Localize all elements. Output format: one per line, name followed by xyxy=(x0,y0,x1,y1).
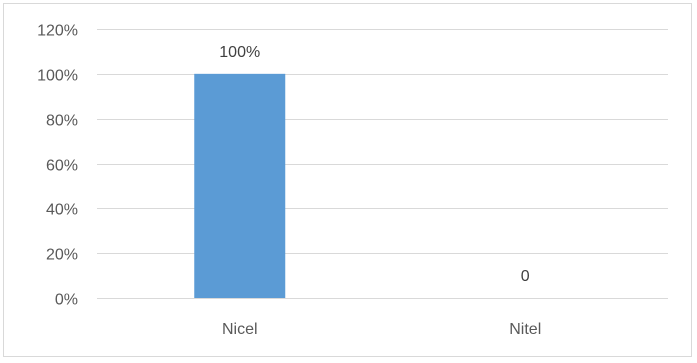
y-tick-label: 120% xyxy=(37,23,78,40)
x-category-label: Nitel xyxy=(509,321,541,338)
y-tick-label: 20% xyxy=(46,247,78,264)
data-label: 100% xyxy=(219,44,260,61)
bar-nicel[interactable] xyxy=(194,73,286,298)
y-tick-label: 0% xyxy=(55,292,78,309)
y-tick-label: 100% xyxy=(37,68,78,85)
y-tick-label: 80% xyxy=(46,113,78,130)
y-tick-label: 40% xyxy=(46,202,78,219)
data-label: 0 xyxy=(521,268,530,285)
y-tick-label: 60% xyxy=(46,158,78,175)
x-category-label: Nicel xyxy=(222,321,258,338)
